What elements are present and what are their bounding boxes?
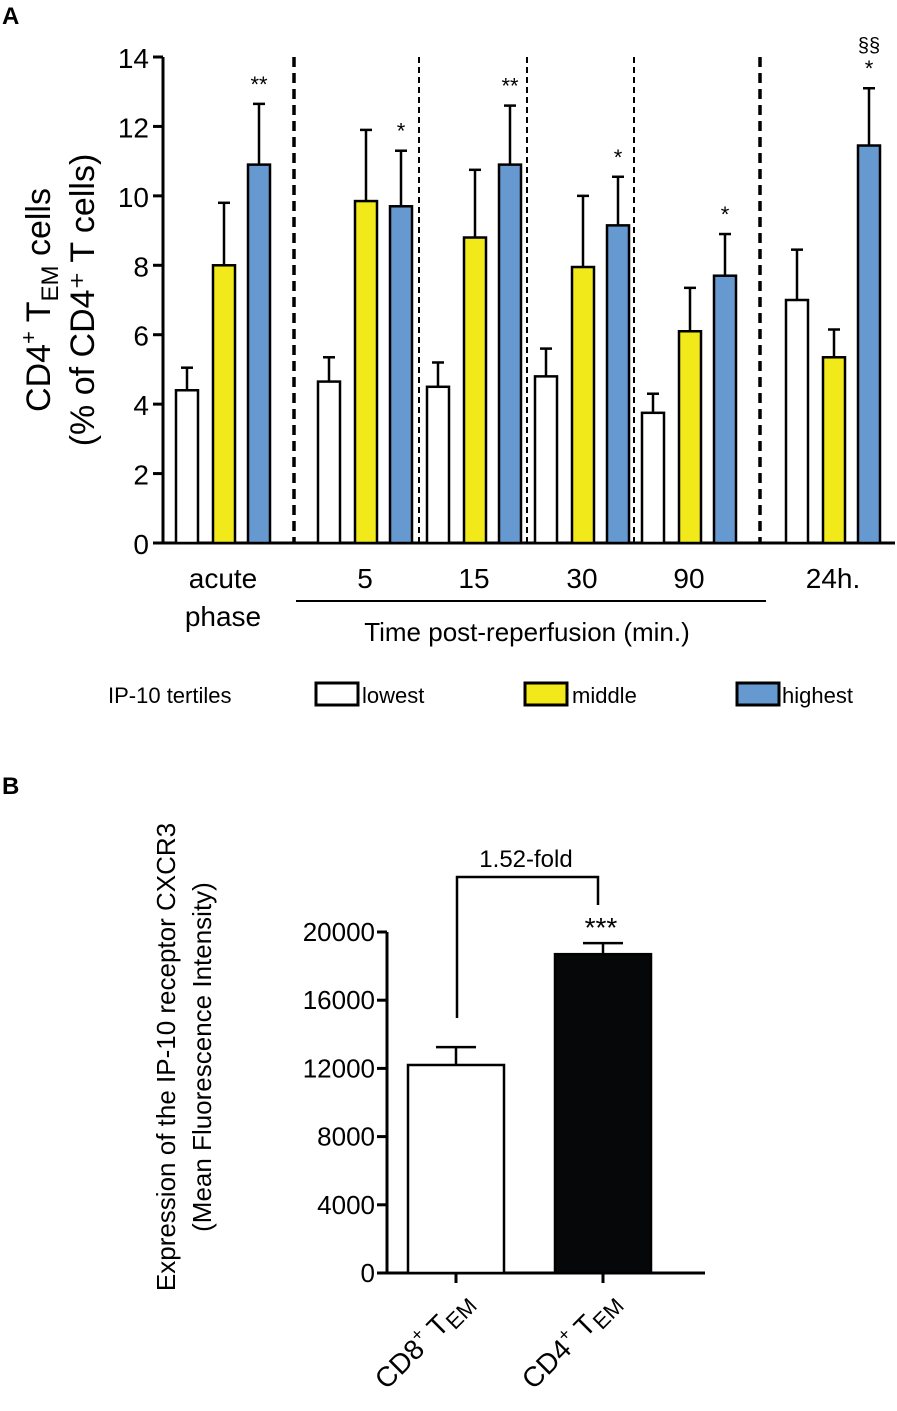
category-label: 24h. — [806, 563, 861, 594]
bar — [406, 1063, 506, 1275]
y-tick-label: 0 — [361, 1258, 375, 1288]
significance-label: ** — [250, 72, 268, 97]
panel-b-y-axis: 0 4000 8000 12000 16000 20000 — [303, 917, 705, 1288]
y-tick-label: 4000 — [317, 1190, 375, 1220]
y-tick-label: 10 — [118, 182, 149, 213]
panel-b-y-title: Expression of the IP-10 receptor CXCR3 (… — [151, 823, 217, 1291]
bar-highest — [605, 224, 631, 545]
y-tick-label: 14 — [118, 43, 149, 74]
bar-lowest — [640, 411, 666, 545]
bar-highest — [712, 274, 738, 545]
bar-middle — [353, 199, 379, 545]
y-tick-label: 20000 — [303, 917, 375, 947]
bar-lowest — [425, 385, 451, 545]
legend-label: middle — [572, 683, 637, 708]
y-tick-label: 6 — [133, 321, 149, 352]
bar-lowest — [174, 389, 200, 545]
bar-middle — [211, 264, 237, 545]
panel-a-dividers — [292, 57, 762, 543]
significance-label: * — [865, 56, 874, 81]
bar-highest — [856, 144, 882, 545]
significance-label: * — [614, 145, 623, 170]
legend-swatch-middle — [523, 681, 569, 707]
significance-label: ** — [501, 74, 519, 99]
time-group-label: Time post-reperfusion (min.) — [364, 617, 690, 647]
panel-a-y-title: CD4+ TEM cells (% of CD4⁺ T cells) — [16, 154, 102, 447]
bar-highest — [497, 163, 523, 545]
fold-label: 1.52-fold — [479, 846, 572, 873]
fold-bracket — [455, 875, 600, 1018]
significance-label: * — [721, 202, 730, 227]
panel-b-label: B — [2, 773, 19, 800]
panel-a-category-labels: acute phase 5 15 30 90 24h. — [185, 563, 860, 632]
category-label: 5 — [357, 563, 373, 594]
category-label: 90 — [673, 563, 704, 594]
category-label: 30 — [566, 563, 597, 594]
bar-lowest — [533, 375, 559, 545]
legend-label: lowest — [362, 683, 424, 708]
bar-lowest — [784, 298, 810, 545]
legend-title: IP-10 tertiles — [108, 683, 232, 708]
y-title-a-part1: CD4 — [20, 344, 58, 412]
y-title-a-line2: (% of CD4⁺ T cells) — [64, 154, 102, 447]
category-label: phase — [185, 601, 261, 632]
legend-swatch-highest — [735, 681, 781, 707]
bar — [553, 952, 653, 1275]
legend-swatch-lowest — [314, 681, 360, 707]
y-tick-label: 12 — [118, 112, 149, 143]
section-sign-label: §§ — [858, 35, 880, 57]
bar-highest — [388, 205, 414, 545]
y-title-a-tail: cells — [20, 188, 58, 265]
svg-text:CD4+ TEM cells: CD4+ TEM cells — [16, 188, 64, 412]
y-tick-label: 12000 — [303, 1053, 375, 1083]
y-tick-label: 16000 — [303, 985, 375, 1015]
bar-middle — [677, 329, 703, 545]
y-title-b-line2: (Mean Fluorescence Intensity) — [187, 882, 217, 1232]
y-tick-label: 8000 — [317, 1122, 375, 1152]
significance-label: * — [397, 119, 406, 144]
significance-label: *** — [585, 912, 618, 943]
category-label: 15 — [458, 563, 489, 594]
category-label: CD8+ TEM — [367, 1283, 482, 1398]
y-tick-label: 8 — [133, 251, 149, 282]
y-tick-label: 0 — [133, 529, 149, 560]
bar-middle — [821, 356, 847, 545]
panel-a-bars: ********§§ — [174, 35, 882, 545]
legend-label: highest — [782, 683, 853, 708]
panel-b-bars: CD8+ TEM *** CD4+ TEM — [367, 912, 653, 1398]
panel-a-label: A — [2, 3, 19, 30]
y-title-b-line1: Expression of the IP-10 receptor CXCR3 — [151, 823, 181, 1291]
panel-a-legend: IP-10 tertiles lowest middle highest — [108, 681, 853, 708]
panel-a-y-axis: 0 2 4 6 8 10 12 14 — [118, 43, 895, 560]
bar-middle — [570, 265, 596, 545]
category-label: acute — [189, 563, 258, 594]
category-label: CD4+ TEM — [514, 1283, 629, 1398]
y-tick-label: 2 — [133, 460, 149, 491]
y-tick-label: 4 — [133, 390, 149, 421]
bar-lowest — [316, 380, 342, 545]
bar-middle — [462, 236, 488, 545]
y-title-a-sub: EM — [37, 265, 64, 301]
bar-highest — [246, 163, 272, 545]
